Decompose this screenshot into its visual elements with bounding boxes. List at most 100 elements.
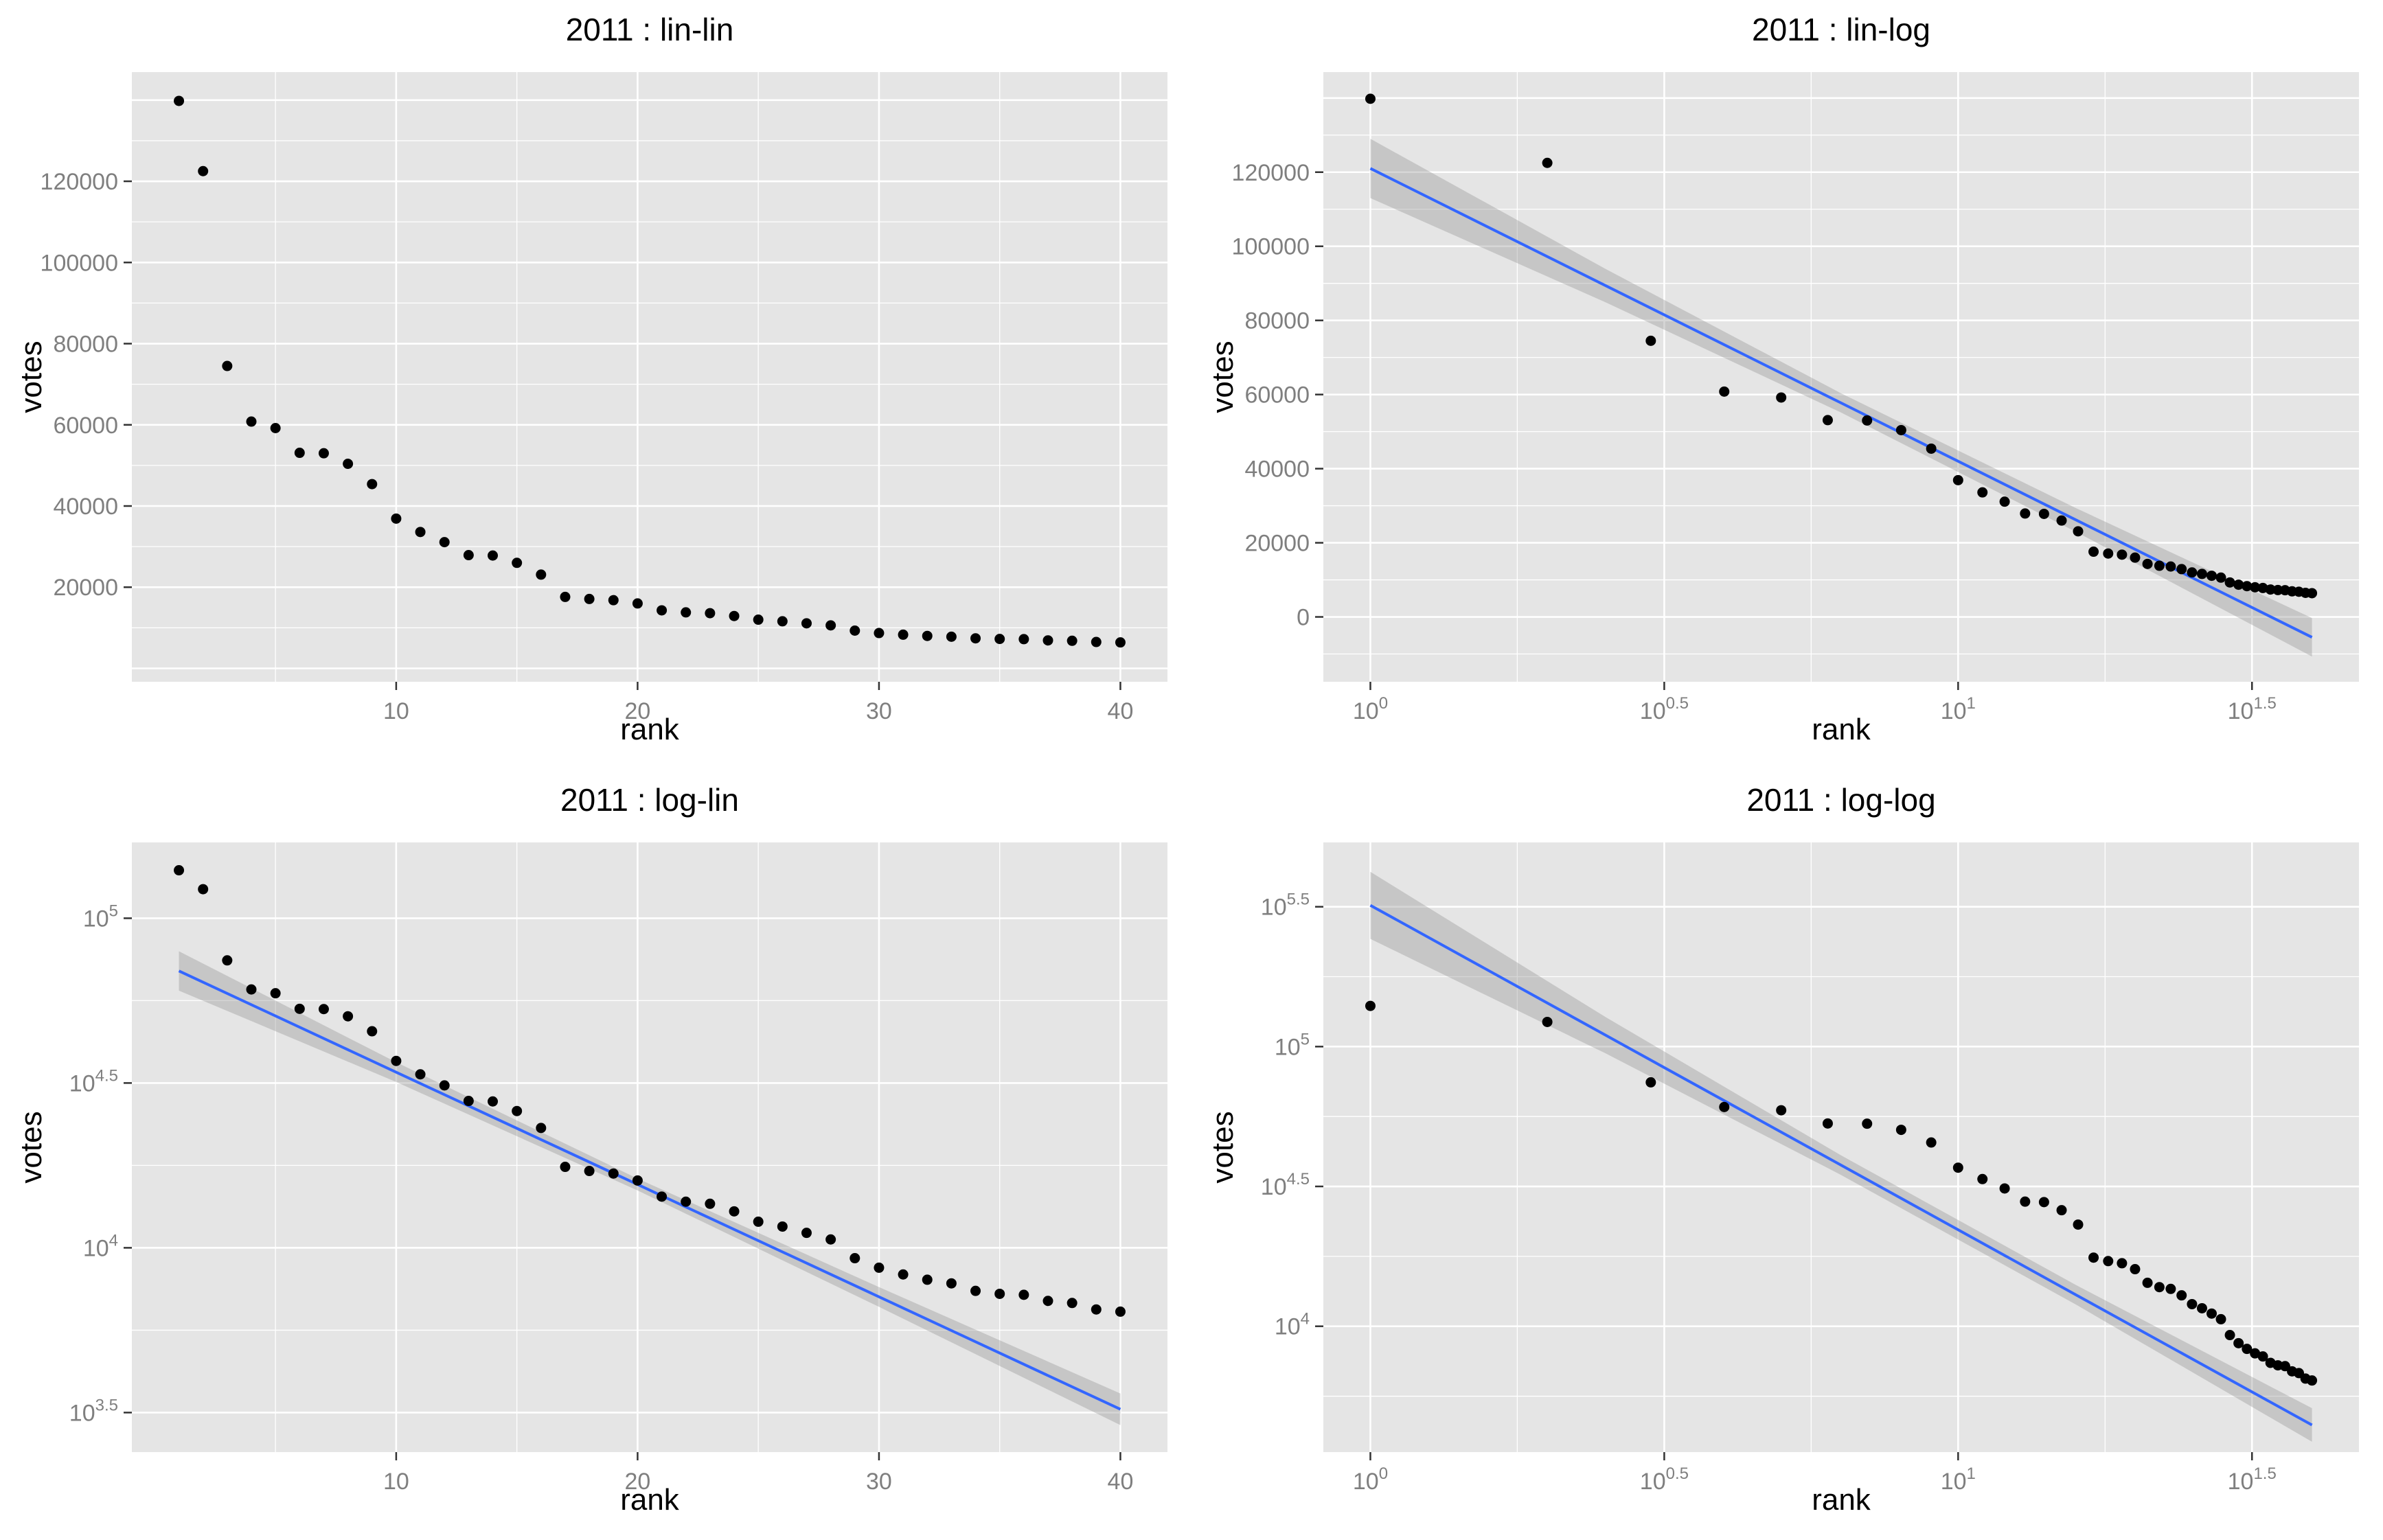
data-point xyxy=(850,625,860,636)
data-point xyxy=(2176,1290,2187,1301)
data-point xyxy=(1952,1162,1963,1173)
x-axis-title: rank xyxy=(620,1483,679,1517)
data-point xyxy=(681,1196,692,1207)
svg-text:100: 100 xyxy=(1353,1464,1388,1495)
lin-lin-plot: 10 20 30 40 20000 40000 60000 80000 100000 120000 xyxy=(41,72,1167,724)
svg-text:60000: 60000 xyxy=(1244,382,1310,409)
data-point xyxy=(1822,1118,1833,1129)
data-point xyxy=(391,513,402,524)
data-point xyxy=(2165,1283,2176,1294)
data-point xyxy=(2242,1344,2253,1355)
tick-marks xyxy=(1315,906,2253,1460)
data-point xyxy=(318,1004,329,1015)
chart-title-log-log: 2011 : log-log xyxy=(1746,782,1936,818)
data-point xyxy=(439,1080,450,1091)
data-point xyxy=(1091,636,1102,647)
data-point xyxy=(1952,474,1963,485)
svg-text:30: 30 xyxy=(866,1469,892,1495)
svg-text:105.5: 105.5 xyxy=(1261,890,1310,921)
data-point xyxy=(2307,588,2318,599)
data-point xyxy=(753,1216,764,1227)
data-point xyxy=(2117,1258,2128,1269)
data-point xyxy=(270,422,281,433)
tick-marks xyxy=(1315,171,2253,690)
data-point xyxy=(657,1191,668,1202)
svg-text:40000: 40000 xyxy=(1244,457,1310,483)
data-point xyxy=(2117,549,2128,560)
data-point xyxy=(874,1262,885,1273)
data-point xyxy=(439,537,450,548)
data-point xyxy=(560,591,571,602)
data-point xyxy=(1719,1101,1730,1112)
data-point xyxy=(2038,508,2049,519)
svg-text:100000: 100000 xyxy=(1232,234,1310,260)
data-point xyxy=(463,1096,474,1107)
data-point xyxy=(632,598,643,609)
data-point xyxy=(2265,584,2276,595)
data-point xyxy=(801,1228,812,1239)
x-tick-labels: 10 20 30 40 xyxy=(383,1469,1133,1495)
data-point xyxy=(367,479,378,490)
data-point xyxy=(2215,1313,2226,1324)
svg-text:20: 20 xyxy=(625,1469,651,1495)
svg-text:101.5: 101.5 xyxy=(2228,1464,2277,1495)
data-point xyxy=(898,629,909,640)
data-point xyxy=(1862,415,1873,426)
x-axis-title: rank xyxy=(620,713,679,746)
regression-line xyxy=(1369,167,2313,639)
major-gridlines xyxy=(1323,72,2359,682)
data-point xyxy=(2196,1302,2207,1313)
data-point xyxy=(1999,1183,2010,1194)
data-point xyxy=(2130,552,2141,563)
svg-text:104.5: 104.5 xyxy=(69,1066,118,1096)
data-point xyxy=(608,595,619,606)
log-lin-plot: 10 20 30 40 103.5 104 104.5 105 xyxy=(69,842,1167,1495)
data-point xyxy=(2056,515,2067,526)
data-point xyxy=(632,1175,643,1186)
y-axis-title: votes xyxy=(1206,1111,1240,1184)
data-point xyxy=(1115,637,1126,648)
data-point xyxy=(391,1055,402,1066)
data-point xyxy=(2250,582,2261,593)
svg-text:103.5: 103.5 xyxy=(69,1396,118,1426)
svg-text:40000: 40000 xyxy=(53,494,118,520)
data-point xyxy=(343,459,354,470)
data-point xyxy=(174,865,185,876)
data-point xyxy=(2206,1308,2217,1319)
data-point xyxy=(246,416,257,427)
data-point xyxy=(874,628,885,639)
data-point xyxy=(2154,560,2165,571)
data-point xyxy=(2187,1298,2198,1309)
data-point xyxy=(222,955,233,966)
y-tick-labels: 0 20000 40000 60000 80000 100000 120000 xyxy=(1232,160,1310,631)
svg-text:101: 101 xyxy=(1941,1464,1976,1495)
svg-text:10: 10 xyxy=(383,698,409,724)
svg-text:80000: 80000 xyxy=(53,332,118,358)
data-point xyxy=(1895,424,1906,435)
data-point xyxy=(801,618,812,629)
data-point xyxy=(1999,496,2010,507)
data-point xyxy=(608,1168,619,1179)
data-point xyxy=(970,1285,981,1296)
data-point xyxy=(2176,564,2187,575)
data-point xyxy=(2215,572,2226,583)
data-point xyxy=(198,165,209,176)
data-point xyxy=(898,1269,909,1280)
data-point xyxy=(777,616,788,627)
data-point xyxy=(584,1166,595,1177)
data-point xyxy=(246,984,257,995)
svg-text:30: 30 xyxy=(866,698,892,724)
svg-text:101.5: 101.5 xyxy=(2228,694,2277,724)
data-point xyxy=(922,1274,933,1285)
svg-text:20000: 20000 xyxy=(1244,531,1310,557)
data-point xyxy=(294,448,305,459)
x-axis-title: rank xyxy=(1812,1483,1871,1517)
data-point xyxy=(946,1278,957,1289)
data-point xyxy=(1067,1298,1078,1309)
data-point xyxy=(1042,1296,1053,1307)
data-point xyxy=(1115,1306,1126,1317)
data-point xyxy=(415,1069,426,1080)
data-point xyxy=(2250,1348,2261,1359)
data-point xyxy=(946,631,957,642)
